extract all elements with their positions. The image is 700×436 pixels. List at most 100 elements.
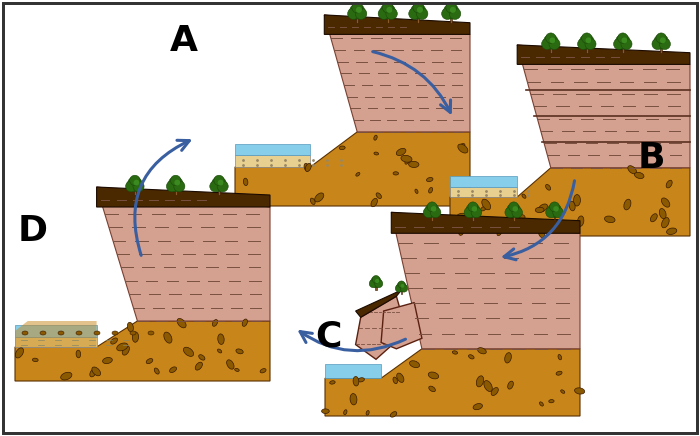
Circle shape bbox=[349, 4, 365, 19]
Circle shape bbox=[125, 181, 136, 192]
Ellipse shape bbox=[476, 376, 484, 387]
Circle shape bbox=[659, 38, 671, 50]
Polygon shape bbox=[15, 321, 97, 347]
Ellipse shape bbox=[374, 152, 379, 155]
Ellipse shape bbox=[164, 332, 172, 343]
Circle shape bbox=[430, 207, 441, 218]
Circle shape bbox=[396, 282, 407, 292]
Text: A: A bbox=[170, 24, 198, 58]
Ellipse shape bbox=[177, 318, 186, 328]
Ellipse shape bbox=[22, 331, 28, 335]
Ellipse shape bbox=[405, 159, 409, 164]
Ellipse shape bbox=[491, 388, 498, 395]
Ellipse shape bbox=[452, 351, 458, 354]
Ellipse shape bbox=[391, 412, 397, 417]
Ellipse shape bbox=[549, 399, 554, 403]
Ellipse shape bbox=[94, 331, 100, 335]
Polygon shape bbox=[235, 132, 470, 206]
Polygon shape bbox=[15, 321, 270, 381]
Bar bbox=[554, 215, 556, 221]
Ellipse shape bbox=[545, 184, 551, 190]
Ellipse shape bbox=[76, 350, 80, 358]
Ellipse shape bbox=[132, 332, 139, 342]
Circle shape bbox=[471, 207, 482, 218]
Ellipse shape bbox=[103, 358, 112, 364]
Ellipse shape bbox=[393, 377, 398, 384]
Ellipse shape bbox=[242, 319, 247, 327]
Circle shape bbox=[546, 207, 556, 218]
Ellipse shape bbox=[409, 161, 419, 167]
Circle shape bbox=[211, 177, 226, 191]
Circle shape bbox=[547, 203, 561, 218]
Ellipse shape bbox=[393, 172, 398, 175]
Ellipse shape bbox=[666, 180, 672, 188]
Ellipse shape bbox=[558, 354, 561, 360]
Circle shape bbox=[382, 2, 393, 13]
Bar bbox=[660, 47, 662, 53]
Circle shape bbox=[214, 175, 224, 186]
Circle shape bbox=[167, 181, 178, 192]
Circle shape bbox=[400, 285, 407, 292]
Polygon shape bbox=[450, 168, 690, 236]
Ellipse shape bbox=[244, 178, 248, 186]
Ellipse shape bbox=[111, 338, 118, 344]
Ellipse shape bbox=[429, 386, 435, 392]
Ellipse shape bbox=[117, 343, 128, 351]
Ellipse shape bbox=[344, 410, 347, 415]
Ellipse shape bbox=[340, 146, 345, 150]
Circle shape bbox=[550, 37, 555, 43]
Circle shape bbox=[621, 38, 632, 50]
Circle shape bbox=[582, 33, 592, 43]
Ellipse shape bbox=[569, 201, 575, 211]
Ellipse shape bbox=[624, 199, 631, 210]
Circle shape bbox=[386, 7, 393, 13]
Polygon shape bbox=[391, 212, 580, 349]
Ellipse shape bbox=[112, 331, 118, 335]
Text: B: B bbox=[638, 141, 666, 175]
Circle shape bbox=[174, 180, 180, 186]
Ellipse shape bbox=[61, 372, 72, 380]
Circle shape bbox=[425, 203, 439, 218]
Circle shape bbox=[210, 181, 220, 192]
Polygon shape bbox=[517, 45, 690, 168]
Circle shape bbox=[348, 8, 359, 20]
Circle shape bbox=[352, 2, 363, 13]
Ellipse shape bbox=[578, 216, 584, 226]
Circle shape bbox=[380, 4, 395, 19]
Circle shape bbox=[375, 279, 379, 283]
Ellipse shape bbox=[212, 320, 218, 326]
Polygon shape bbox=[356, 296, 407, 359]
Circle shape bbox=[617, 33, 628, 43]
Ellipse shape bbox=[477, 347, 486, 354]
Circle shape bbox=[549, 38, 560, 50]
Ellipse shape bbox=[304, 164, 309, 171]
Polygon shape bbox=[97, 187, 270, 207]
Circle shape bbox=[578, 38, 589, 50]
Ellipse shape bbox=[218, 334, 224, 344]
Ellipse shape bbox=[40, 331, 46, 335]
Bar bbox=[586, 47, 588, 53]
Circle shape bbox=[171, 175, 181, 186]
Circle shape bbox=[409, 8, 420, 20]
Circle shape bbox=[585, 38, 596, 50]
Ellipse shape bbox=[428, 187, 433, 193]
Polygon shape bbox=[325, 364, 381, 378]
Ellipse shape bbox=[330, 381, 335, 384]
Bar bbox=[431, 215, 433, 221]
Ellipse shape bbox=[468, 355, 474, 359]
Circle shape bbox=[378, 8, 390, 20]
Circle shape bbox=[168, 177, 183, 191]
Ellipse shape bbox=[353, 377, 359, 386]
Circle shape bbox=[217, 181, 228, 192]
Ellipse shape bbox=[260, 368, 266, 373]
Ellipse shape bbox=[130, 331, 136, 335]
Circle shape bbox=[356, 8, 367, 20]
Ellipse shape bbox=[32, 358, 38, 361]
Circle shape bbox=[386, 8, 398, 20]
Circle shape bbox=[427, 202, 437, 212]
Circle shape bbox=[615, 34, 630, 49]
Ellipse shape bbox=[199, 354, 205, 360]
Ellipse shape bbox=[484, 381, 492, 392]
Polygon shape bbox=[450, 176, 517, 187]
Ellipse shape bbox=[426, 177, 433, 182]
